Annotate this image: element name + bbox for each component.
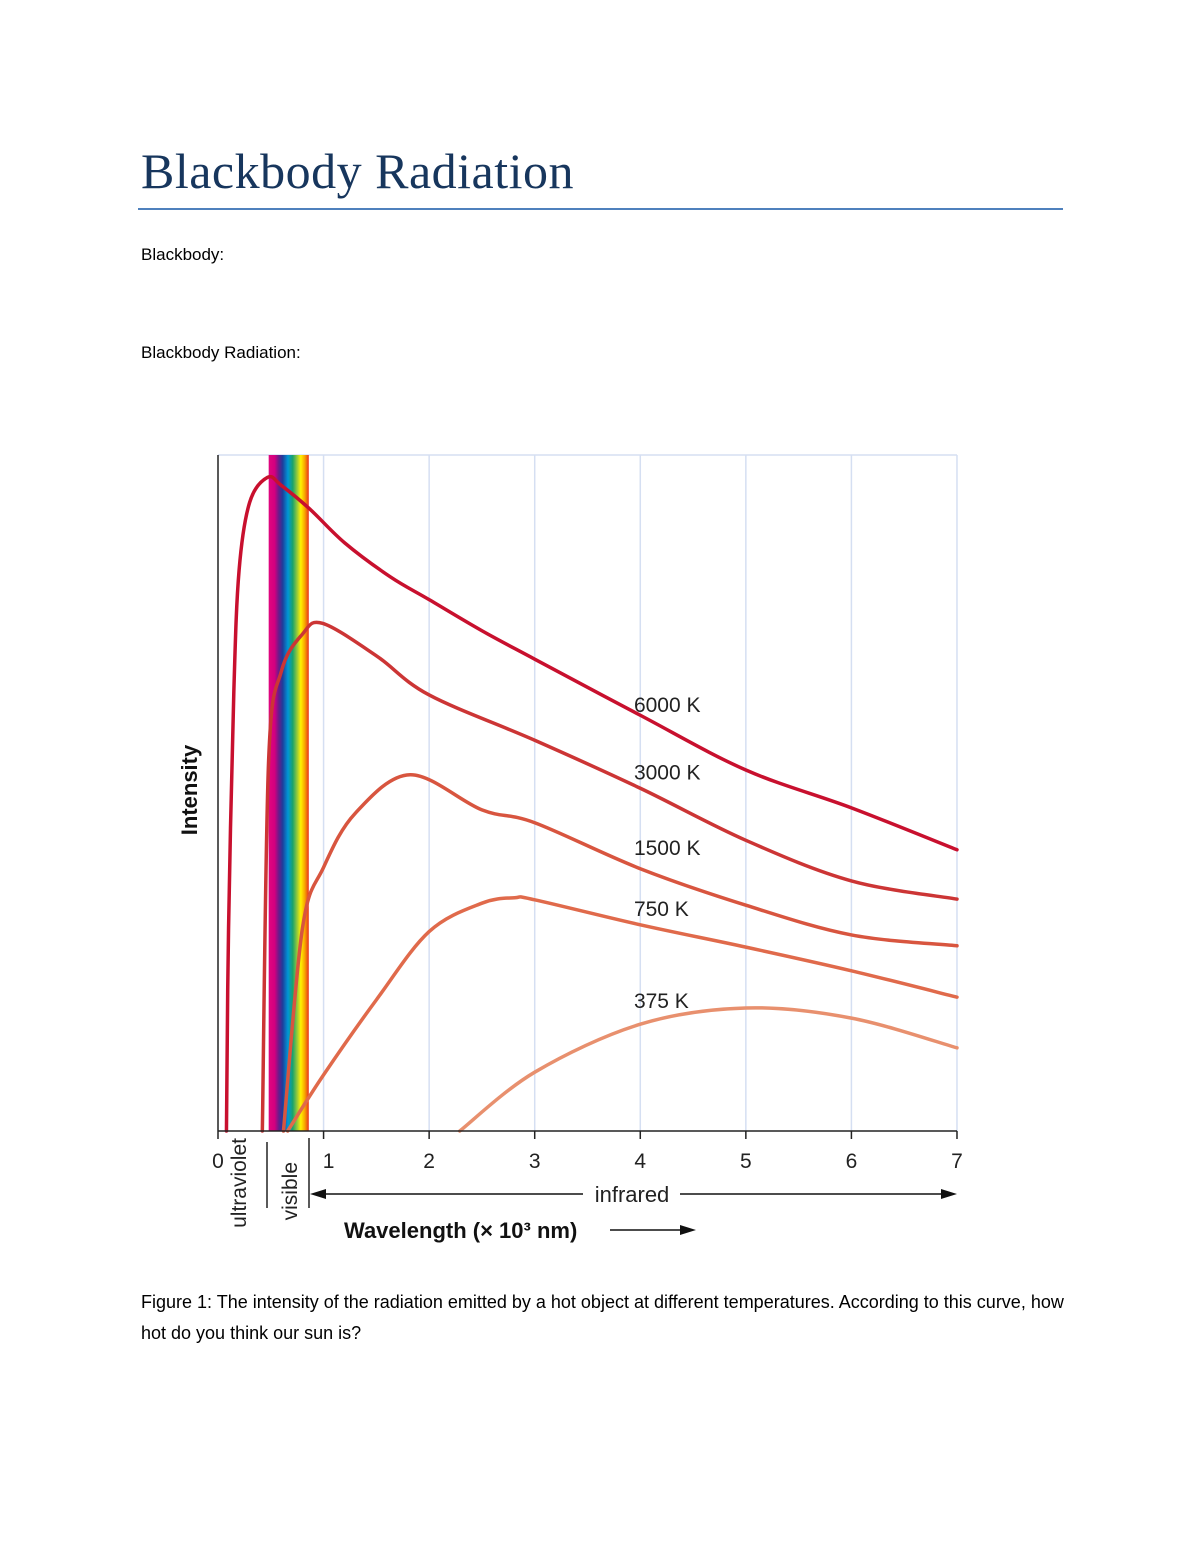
curve-1500k bbox=[281, 772, 959, 1133]
curve-6000k bbox=[224, 474, 959, 1133]
visible-label: visible bbox=[279, 1162, 302, 1220]
infrared-arrow bbox=[310, 1189, 957, 1199]
series-label: 3000 K bbox=[634, 761, 701, 784]
x-tick-label: 1 bbox=[323, 1150, 335, 1173]
series-label: 6000 K bbox=[634, 694, 701, 717]
x-tick-label: 7 bbox=[951, 1150, 963, 1173]
x-tick-label: 2 bbox=[423, 1150, 435, 1173]
x-axis-label: Wavelength (× 10³ nm) bbox=[344, 1218, 577, 1243]
x-tick-label: 3 bbox=[529, 1150, 541, 1173]
x-tick-label: 6 bbox=[846, 1150, 858, 1173]
curve-3000k bbox=[260, 620, 959, 1133]
blackbody-chart: 6000 K 3000 K 1500 K 750 K 375 K 0 1 2 3… bbox=[177, 454, 963, 1243]
curve-750k bbox=[285, 895, 959, 1133]
series-label: 750 K bbox=[634, 898, 689, 921]
x-tick-label: 5 bbox=[740, 1150, 752, 1173]
y-axis-label: Intensity bbox=[177, 744, 202, 835]
x-tick-label: 4 bbox=[634, 1150, 646, 1173]
infrared-label: infrared bbox=[595, 1182, 670, 1207]
ultraviolet-label: ultraviolet bbox=[228, 1138, 251, 1228]
title-divider bbox=[138, 208, 1063, 210]
series-label: 375 K bbox=[634, 990, 689, 1013]
series-label: 1500 K bbox=[634, 837, 701, 860]
page-title: Blackbody Radiation bbox=[141, 143, 575, 199]
blackbody-prompt: Blackbody: bbox=[141, 245, 225, 264]
visible-spectrum-band bbox=[268, 455, 309, 1131]
x-tick-label: 0 bbox=[212, 1150, 224, 1173]
curve-375k bbox=[458, 1006, 959, 1133]
x-axis-arrow bbox=[610, 1225, 696, 1235]
blackbody-radiation-prompt: Blackbody Radiation: bbox=[141, 343, 301, 362]
figure-caption: Figure 1: The intensity of the radiation… bbox=[141, 1292, 1064, 1343]
